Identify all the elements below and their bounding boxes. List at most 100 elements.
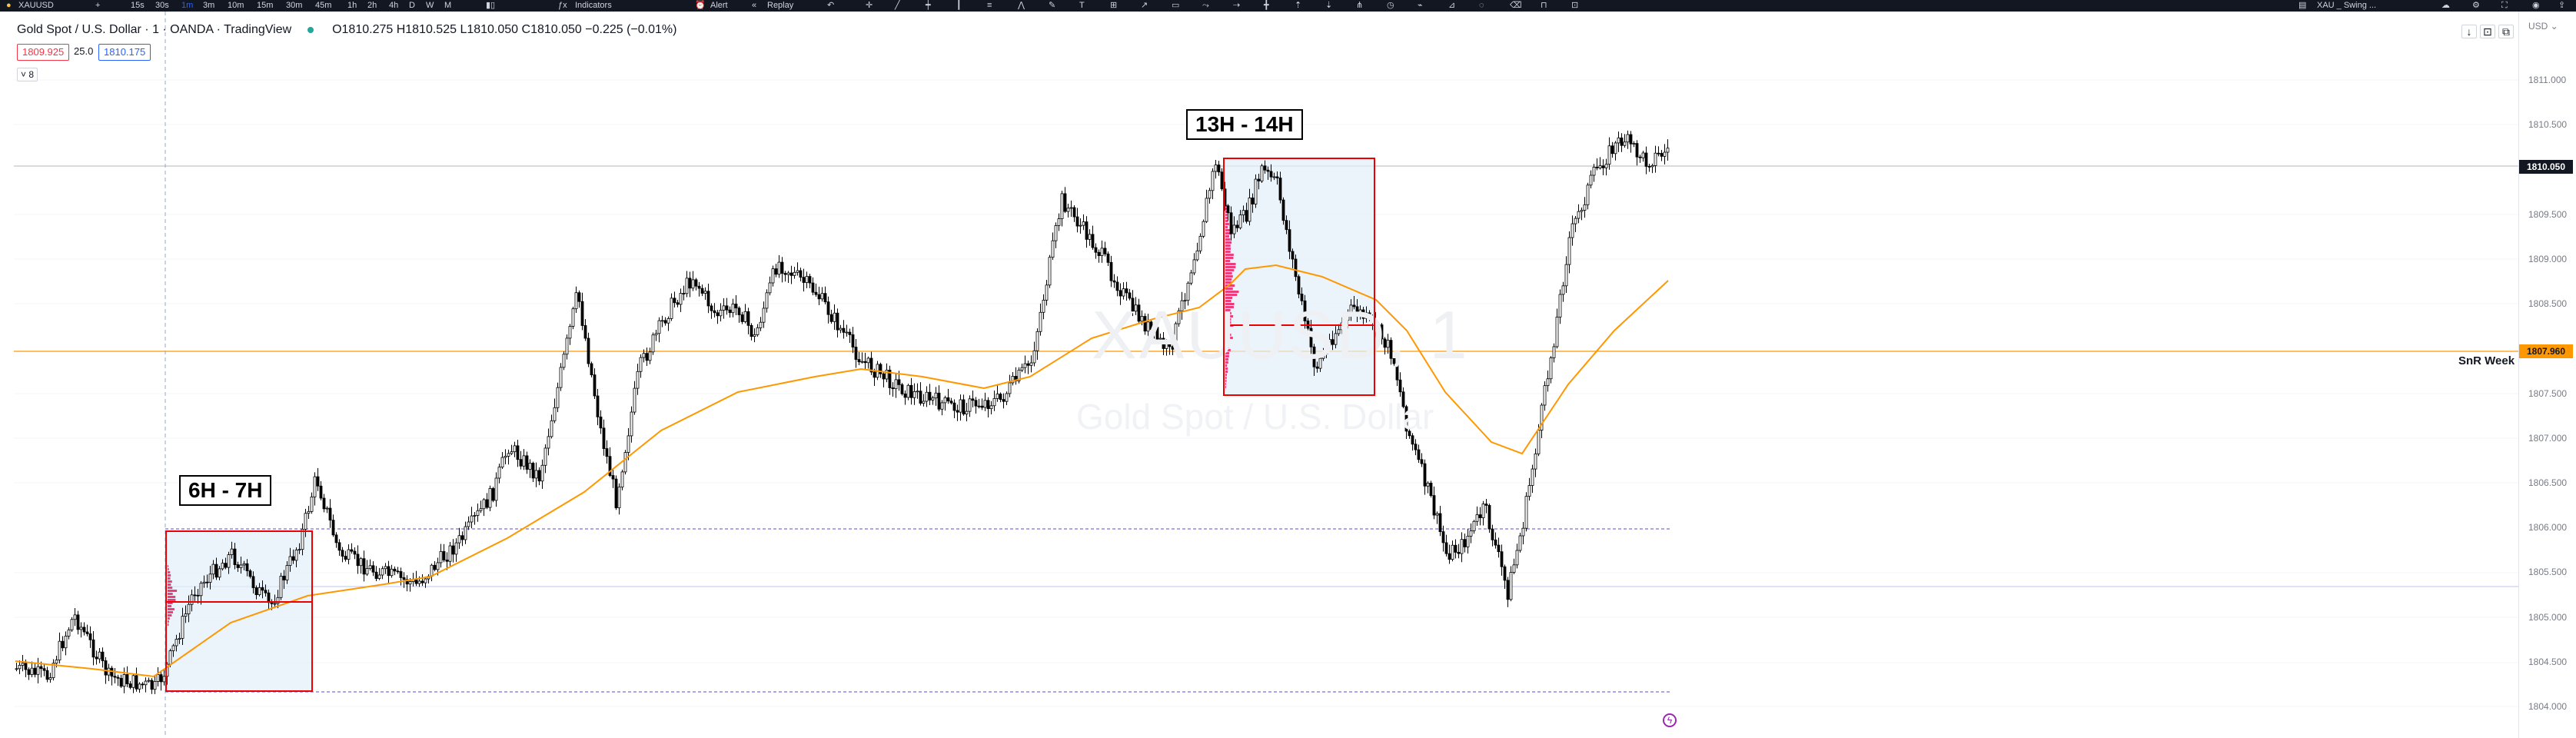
interval-30s[interactable]: 30s xyxy=(155,1,169,10)
fib-icon[interactable]: ≡ xyxy=(987,1,992,10)
undo-icon[interactable]: ↶ xyxy=(827,1,835,10)
symbol-logo-icon[interactable]: ● xyxy=(6,1,12,10)
cursor-icon[interactable]: ✛ xyxy=(866,1,873,10)
candle-body xyxy=(1066,208,1070,212)
candle-body xyxy=(208,573,212,583)
measure-icon[interactable]: ⊞ xyxy=(1110,1,1118,10)
settings-icon[interactable]: ⚙ xyxy=(2472,1,2480,10)
interval-45m[interactable]: 45m xyxy=(315,1,332,10)
candle-body xyxy=(1604,164,1608,168)
horizontal-line-icon[interactable]: ┿ xyxy=(926,1,931,10)
session-2-label[interactable]: 13H - 14H xyxy=(1186,109,1303,140)
sell-price-box[interactable]: 1809.925 xyxy=(17,44,70,61)
replay-button[interactable]: Replay xyxy=(767,1,794,10)
candle-body xyxy=(1543,385,1547,406)
publish-icon[interactable]: ⇪ xyxy=(2558,1,2566,10)
price-scale[interactable]: USD ⌄ 1811.000 1810.500 1810.050 1809.50… xyxy=(2518,12,2576,738)
candle-body xyxy=(1137,304,1141,322)
path-icon[interactable]: ⤳ xyxy=(1202,1,1209,10)
magnet-icon[interactable]: ⊓ xyxy=(1541,1,1547,10)
interval-4h[interactable]: 4h xyxy=(389,1,399,10)
compare-add-button[interactable]: + xyxy=(95,1,101,10)
trend-line-icon[interactable]: ╱ xyxy=(895,1,900,10)
candle-body xyxy=(817,294,821,300)
lock-icon[interactable]: ⊡ xyxy=(1571,1,1579,10)
snr-week-label[interactable]: SnR Week xyxy=(2458,354,2515,367)
candle-body xyxy=(716,312,720,317)
candle-body xyxy=(1583,204,1587,211)
pattern-icon[interactable]: ⋀ xyxy=(1018,1,1025,10)
vertical-line-icon[interactable]: ┃ xyxy=(956,1,962,10)
long-position-icon[interactable]: ⇡ xyxy=(1295,1,1302,10)
short-position-icon[interactable]: ⇣ xyxy=(1325,1,1333,10)
alert-button[interactable]: Alert xyxy=(710,1,728,10)
brush-icon[interactable]: ✎ xyxy=(1049,1,1056,10)
interval-10m[interactable]: 10m xyxy=(228,1,244,10)
candle-body xyxy=(1072,207,1076,218)
volume-profile-bar xyxy=(1225,214,1228,216)
ray-icon[interactable]: ⇢ xyxy=(1233,1,1241,10)
candle-body xyxy=(697,285,701,289)
polyline-icon[interactable]: ⊿ xyxy=(1448,1,1456,10)
snapshot-icon[interactable]: ◉ xyxy=(2532,1,2540,10)
volume-profile-bar xyxy=(1225,386,1226,388)
flash-icon[interactable]: ϟ xyxy=(1663,713,1677,727)
symbol-search-button[interactable]: XAUUSD xyxy=(18,1,54,10)
candle-body xyxy=(190,594,194,605)
layout-name[interactable]: XAU _ Swing ... xyxy=(2317,1,2377,10)
interval-15m[interactable]: 15m xyxy=(257,1,274,10)
highlighter-icon[interactable]: ⌁ xyxy=(1418,1,1423,10)
interval-1m[interactable]: 1m xyxy=(181,1,194,10)
interval-1h[interactable]: 1h xyxy=(347,1,357,10)
collapse-indicators-button[interactable]: ˅ 8 xyxy=(17,68,38,81)
ellipse-icon[interactable]: ◌ xyxy=(1479,1,1484,10)
candle-body xyxy=(771,268,775,284)
candle-body xyxy=(1168,343,1172,347)
volume-profile-bar xyxy=(1225,251,1231,253)
scroll-down-icon[interactable]: ↓ xyxy=(2461,25,2477,38)
candle-body xyxy=(1251,198,1255,204)
candle-body xyxy=(922,401,926,404)
legend-title[interactable]: Gold Spot / U.S. Dollar · 1 · OANDA · Tr… xyxy=(17,23,292,36)
interval-d[interactable]: D xyxy=(409,1,415,10)
callout-icon[interactable]: ◷ xyxy=(1387,1,1394,10)
snr-price-label: 1807.960 xyxy=(2519,344,2573,358)
interval-2h[interactable]: 2h xyxy=(367,1,377,10)
volume-profile-bar xyxy=(168,587,173,589)
chart-type-icon[interactable]: ▮▯ xyxy=(486,1,496,10)
arrow-icon[interactable]: ↗ xyxy=(1141,1,1148,10)
candle-body xyxy=(1368,312,1371,317)
volume-profile-bar xyxy=(1225,318,1231,321)
interval-m[interactable]: M xyxy=(444,1,452,10)
restore-icon[interactable]: ⧉ xyxy=(2498,25,2514,38)
fullscreen-icon[interactable]: ⛶ xyxy=(2501,1,2508,10)
candle-body xyxy=(135,675,138,690)
alert-icon[interactable]: ⏰ xyxy=(695,1,706,10)
candles xyxy=(15,130,1670,694)
currency-selector[interactable]: USD ⌄ xyxy=(2528,21,2558,32)
rectangle-icon[interactable]: ▭ xyxy=(1172,1,1180,10)
candle-body xyxy=(768,282,772,294)
candle-body xyxy=(264,590,268,593)
session-2-box[interactable] xyxy=(1223,158,1375,396)
maximize-icon[interactable]: ⊡ xyxy=(2480,25,2495,38)
interval-30m[interactable]: 30m xyxy=(286,1,303,10)
cloud-save-icon[interactable]: ☁ xyxy=(2441,1,2450,10)
session-1-label[interactable]: 6H - 7H xyxy=(179,475,272,506)
interval-w[interactable]: W xyxy=(426,1,434,10)
pitchfork-icon[interactable]: ⋔ xyxy=(1356,1,1364,10)
buy-price-box[interactable]: 1810.175 xyxy=(98,44,151,61)
indicators-button[interactable]: Indicators xyxy=(575,1,612,10)
cross-line-icon[interactable]: ╋ xyxy=(1264,1,1269,10)
layout-icon[interactable]: ▤ xyxy=(2298,1,2307,10)
candle-body xyxy=(202,581,206,584)
eraser-icon[interactable]: ⌫ xyxy=(1510,1,1522,10)
text-icon[interactable]: T xyxy=(1079,1,1085,10)
session-1-box[interactable] xyxy=(165,530,313,692)
price-tick: 1809.000 xyxy=(2528,254,2568,264)
interval-3m[interactable]: 3m xyxy=(203,1,215,10)
indicators-icon[interactable]: ƒx xyxy=(558,1,567,10)
replay-icon[interactable]: « xyxy=(752,1,757,10)
interval-15s[interactable]: 15s xyxy=(131,1,145,10)
